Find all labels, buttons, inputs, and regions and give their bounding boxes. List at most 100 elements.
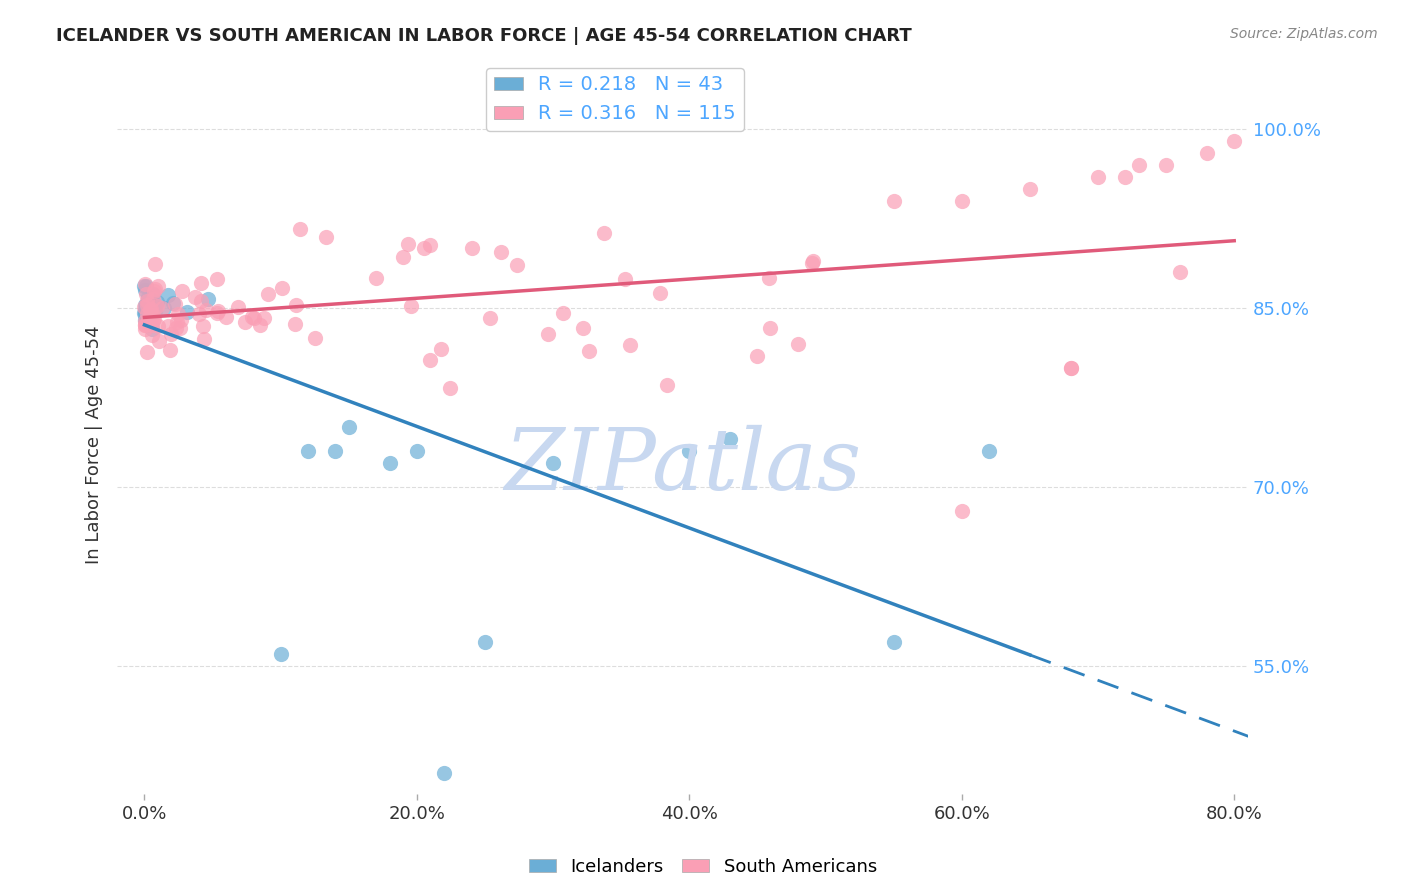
Point — [134, 298, 156, 312]
Point — [141, 321, 163, 335]
Point — [433, 766, 456, 780]
Point — [619, 338, 641, 352]
Point — [977, 444, 1000, 458]
Point — [270, 280, 292, 294]
Point — [184, 290, 207, 304]
Point — [143, 304, 166, 318]
Point — [142, 312, 165, 326]
Point — [134, 305, 156, 319]
Point — [214, 310, 236, 324]
Point — [134, 306, 156, 320]
Point — [950, 194, 973, 208]
Point — [138, 314, 160, 328]
Point — [297, 444, 319, 458]
Point — [304, 331, 326, 345]
Point — [197, 292, 219, 306]
Point — [166, 315, 188, 329]
Point — [337, 420, 360, 434]
Point — [474, 635, 496, 649]
Point — [406, 444, 429, 458]
Point — [1195, 145, 1218, 160]
Point — [758, 271, 780, 285]
Point — [655, 378, 678, 392]
Point — [323, 444, 346, 458]
Point — [1168, 265, 1191, 279]
Point — [141, 296, 163, 310]
Point — [135, 345, 157, 359]
Point — [170, 313, 193, 327]
Point — [134, 322, 156, 336]
Point — [169, 320, 191, 334]
Point — [159, 326, 181, 341]
Point — [135, 318, 157, 332]
Point — [378, 456, 401, 470]
Point — [156, 288, 179, 302]
Point — [249, 318, 271, 333]
Point — [413, 241, 436, 255]
Point — [146, 279, 169, 293]
Point — [801, 254, 824, 268]
Point — [167, 307, 190, 321]
Point — [148, 334, 170, 348]
Point — [165, 320, 187, 334]
Point — [146, 295, 169, 310]
Point — [139, 308, 162, 322]
Point — [718, 432, 741, 446]
Text: ICELANDER VS SOUTH AMERICAN IN LABOR FORCE | AGE 45-54 CORRELATION CHART: ICELANDER VS SOUTH AMERICAN IN LABOR FOR… — [56, 27, 912, 45]
Point — [134, 278, 156, 293]
Point — [134, 318, 156, 333]
Point — [134, 277, 156, 292]
Point — [135, 286, 157, 301]
Point — [170, 284, 193, 298]
Point — [188, 307, 211, 321]
Point — [1018, 181, 1040, 195]
Point — [399, 299, 422, 313]
Legend: Icelanders, South Americans: Icelanders, South Americans — [522, 851, 884, 883]
Point — [391, 250, 413, 264]
Point — [1223, 134, 1246, 148]
Text: ZIPatlas: ZIPatlas — [503, 425, 860, 508]
Point — [226, 300, 249, 314]
Point — [135, 279, 157, 293]
Point — [134, 312, 156, 326]
Point — [1154, 158, 1177, 172]
Point — [194, 303, 217, 318]
Point — [141, 287, 163, 301]
Point — [461, 241, 484, 255]
Point — [135, 297, 157, 311]
Point — [883, 194, 905, 208]
Point — [136, 298, 159, 312]
Point — [430, 342, 453, 356]
Point — [315, 229, 337, 244]
Point — [143, 297, 166, 311]
Point — [134, 283, 156, 297]
Point — [243, 310, 266, 325]
Point — [364, 270, 387, 285]
Point — [284, 317, 307, 331]
Point — [800, 256, 823, 270]
Point — [156, 319, 179, 334]
Point — [439, 380, 461, 394]
Point — [139, 301, 162, 316]
Point — [553, 306, 575, 320]
Point — [136, 317, 159, 331]
Point — [139, 302, 162, 317]
Point — [163, 296, 186, 310]
Point — [419, 352, 441, 367]
Point — [143, 282, 166, 296]
Point — [142, 308, 165, 322]
Point — [152, 301, 174, 315]
Point — [541, 456, 564, 470]
Point — [1060, 360, 1083, 375]
Point — [141, 300, 163, 314]
Point — [648, 286, 671, 301]
Point — [253, 310, 276, 325]
Point — [288, 221, 311, 235]
Point — [233, 315, 256, 329]
Point — [136, 290, 159, 304]
Point — [193, 332, 215, 346]
Point — [142, 298, 165, 312]
Point — [1060, 360, 1083, 375]
Point — [883, 635, 905, 649]
Point — [1128, 158, 1150, 172]
